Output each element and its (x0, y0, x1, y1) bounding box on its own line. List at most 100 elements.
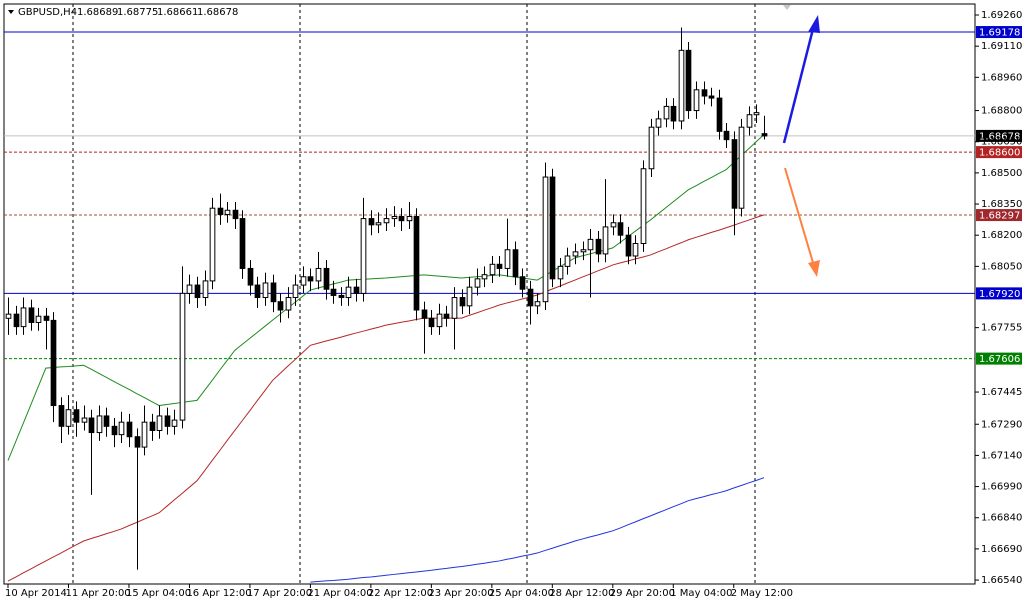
candle-body (5, 313, 12, 319)
price-tag (976, 26, 1022, 39)
x-tick-label: 16 Apr 12:00 (186, 588, 251, 599)
candle-body (202, 280, 209, 299)
candles (5, 27, 768, 570)
header-low: 1.68661 (157, 7, 198, 18)
candle-body (194, 284, 201, 299)
y-tick-label: 1.67140 (981, 450, 1022, 461)
candle-body (587, 238, 594, 251)
candle-body (141, 421, 148, 448)
y-tick-label: 1.68050 (981, 261, 1022, 272)
symbol-title: GBPUSD,H4 (18, 7, 77, 18)
y-tick-label: 1.67755 (981, 323, 1022, 334)
candle-body (428, 317, 435, 328)
candle-body (655, 118, 662, 128)
candle-body (625, 234, 632, 257)
candle-body (512, 249, 519, 278)
x-tick-label: 10 Apr 2014 (5, 588, 67, 599)
candle-body (224, 209, 231, 215)
y-tick-label: 1.68650 (981, 137, 1022, 148)
candle-body (338, 294, 345, 299)
y-tick-label: 1.68800 (981, 106, 1022, 117)
y-tick-label: 1.66540 (981, 575, 1022, 586)
axes: 1.69260 1.69110 1.68960 1.68800 1.68650 1.685… (5, 10, 1022, 599)
candle-body (118, 421, 125, 436)
menu-triangle (8, 10, 14, 14)
price-tag-label: 1.68297 (979, 211, 1020, 222)
candle-body (474, 278, 481, 288)
y-tick-label: 1.68960 (981, 72, 1022, 83)
candle-body (489, 263, 496, 276)
candle-body (65, 409, 72, 427)
candle-body (232, 209, 239, 220)
header-open: 1.68689 (77, 7, 118, 18)
candle-body (436, 313, 443, 328)
up-arrow (782, 24, 816, 144)
up-arrow-head (808, 15, 820, 33)
candle-body (262, 282, 269, 299)
candle-body (103, 415, 110, 427)
candle-body (73, 409, 80, 423)
candle-body (413, 216, 420, 311)
y-tick-label: 1.69260 (981, 10, 1022, 21)
candle-body (28, 307, 35, 323)
moving-average (7, 214, 765, 582)
price-tag (976, 146, 1022, 159)
y-tick-label: 1.69110 (981, 41, 1022, 52)
candle-body (595, 238, 602, 255)
candle-body (96, 415, 103, 434)
x-tick-label: 22 Apr 12:00 (368, 588, 433, 599)
candle-body (534, 301, 541, 307)
price-tag (976, 352, 1022, 365)
candle-body (723, 130, 730, 141)
candle-body (761, 133, 768, 137)
candle-body (134, 436, 141, 448)
candle-body (323, 267, 330, 290)
candle-body (610, 222, 617, 228)
candle-body (126, 421, 133, 438)
candle-body (708, 95, 715, 99)
candle-body (391, 216, 398, 220)
candle-body (81, 417, 88, 423)
candle-body (375, 222, 382, 226)
candle-body (421, 309, 428, 319)
candle-body (156, 415, 163, 431)
candle-body (300, 276, 307, 286)
candle-body (179, 292, 186, 421)
plot-area (3, 3, 976, 585)
candle-body (580, 249, 587, 253)
x-tick-label: 25 Apr 04:00 (489, 588, 554, 599)
levels: 1.69178 1.68678 1.68600 1.68297 1.67920 1.676… (4, 26, 1022, 365)
candle-body (753, 112, 760, 116)
header-close: 1.68678 (197, 7, 238, 18)
price-tag-label: 1.67920 (979, 289, 1020, 300)
candle-body (345, 286, 352, 299)
candle-body (693, 89, 700, 112)
candle-body (353, 286, 360, 294)
candle-body (149, 421, 156, 431)
candle-body (564, 255, 571, 267)
candle-body (685, 49, 692, 112)
candle-body (88, 417, 95, 434)
candle-body (111, 425, 118, 436)
candle-body (330, 288, 337, 296)
candle-body (398, 216, 405, 222)
moving-averages (7, 134, 765, 583)
candle-body (549, 176, 556, 280)
candle-body (164, 415, 171, 427)
y-tick-label: 1.68200 (981, 230, 1022, 241)
candle-body (451, 297, 458, 319)
candle-body (58, 405, 65, 427)
candle-body (171, 419, 178, 427)
price-tag (976, 209, 1022, 222)
candle-body (459, 297, 466, 307)
price-tag (976, 287, 1022, 300)
candle-body (292, 284, 299, 299)
y-tick-label: 1.66690 (981, 544, 1022, 555)
y-tick-label: 1.66990 (981, 482, 1022, 493)
candle-body (701, 89, 708, 97)
candle-body (557, 265, 564, 280)
candle-body (443, 313, 450, 319)
price-tag-label: 1.68600 (979, 148, 1020, 159)
candle-body (519, 276, 526, 290)
